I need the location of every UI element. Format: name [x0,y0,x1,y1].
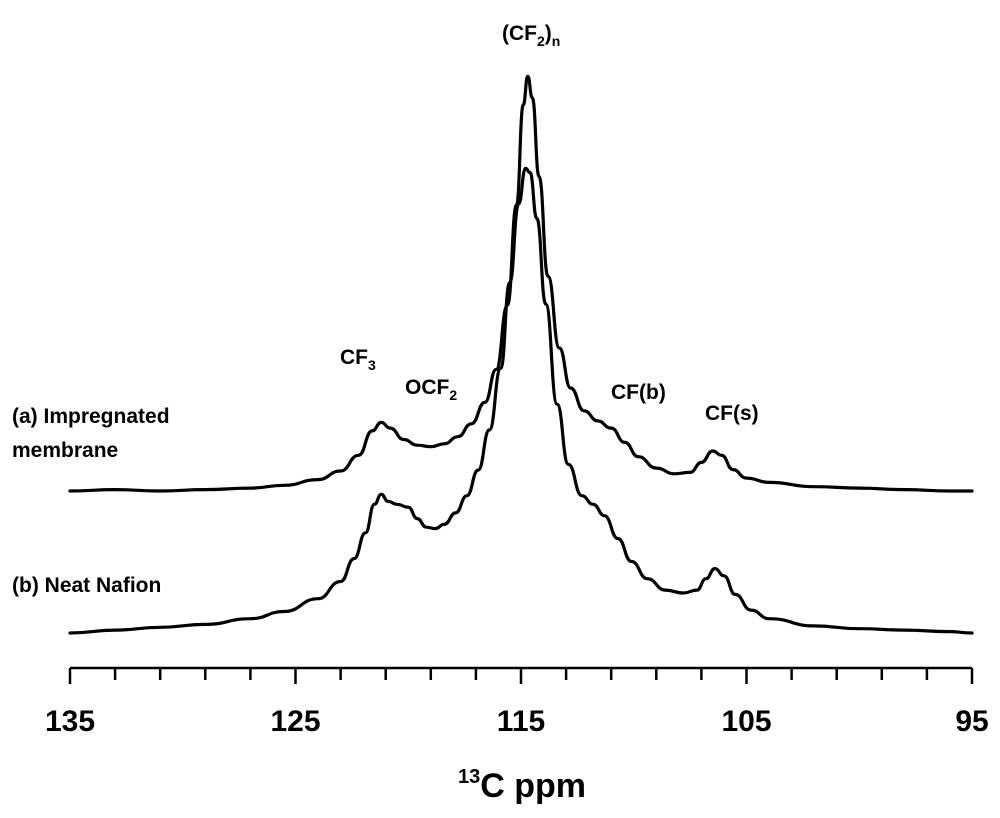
series-label-a-line2: membrane [12,439,118,462]
spectra-layer [68,74,974,635]
peak-label-cfb: CF(b) [611,381,666,404]
x-tick-label-135: 135 [45,705,95,738]
peak-label-cf2n-sub2: n [552,33,561,49]
x-axis-title-main: C ppm [480,767,586,805]
peak-label-cf3-sub: 3 [368,357,376,373]
peak-label-ocf2-base: OCF [405,376,450,399]
peak-label-cfs: CF(s) [705,402,759,425]
x-axis-title-sup: 13 [458,766,480,788]
peak-label-ocf2-sub: 2 [449,387,457,403]
peak-label-ocf2: OCF2 [405,376,457,403]
spectrum-line-a-impregnated [68,74,974,493]
peak-label-cf2n-base: (CF [502,22,537,45]
x-axis-ticks: 135 125 115 105 95 [45,668,989,738]
x-tick-label-95: 95 [955,705,988,738]
peak-label-cf3-base: CF [340,346,368,369]
x-axis-title: 13C ppm [458,766,586,805]
peak-label-cf2n-tail: ) [545,22,552,45]
series-label-b: (b) Neat Nafion [12,574,161,597]
peak-label-cf2n-sub: 2 [537,33,545,49]
series-label-a-line1: (a) Impregnated [12,405,170,428]
x-tick-label-105: 105 [721,705,771,738]
peak-label-cf2n: (CF2)n [502,22,560,49]
peak-label-cf3: CF3 [340,346,376,373]
spectrum-line-b-neat-nafion [68,166,974,635]
x-tick-label-125: 125 [270,705,320,738]
x-tick-label-115: 115 [497,705,545,738]
